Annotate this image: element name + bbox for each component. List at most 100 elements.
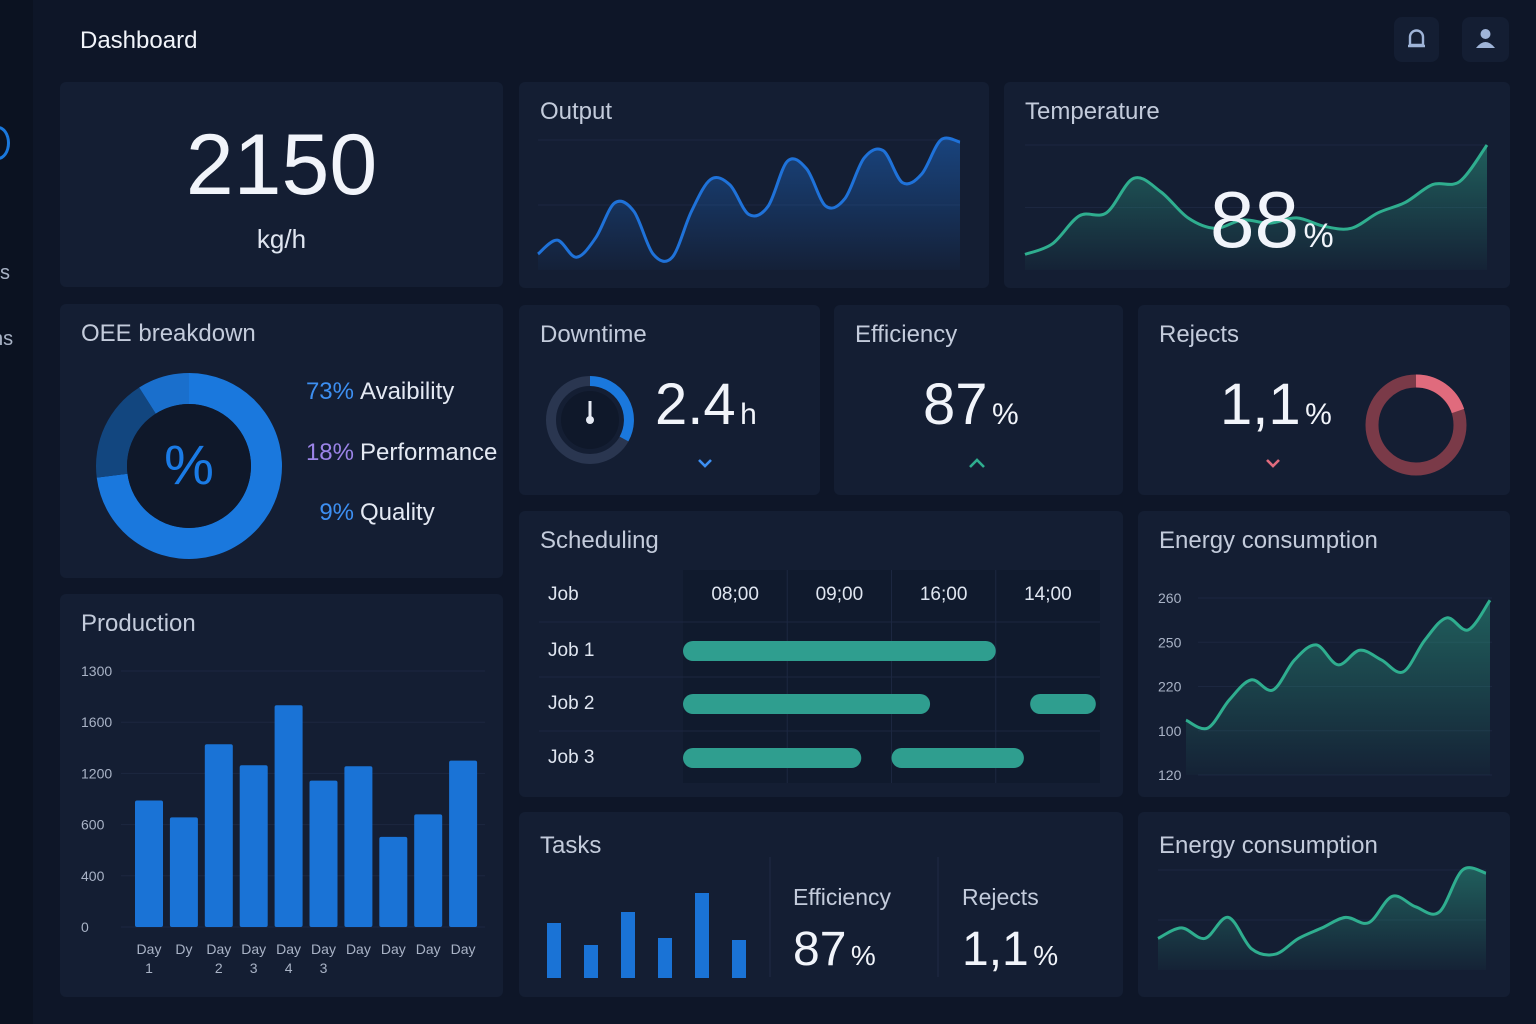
y-tick-label: 120 [1158, 767, 1182, 783]
column-header: 09;00 [815, 584, 864, 605]
row-label: Job 1 [548, 640, 595, 661]
oee-center: % [164, 433, 214, 496]
oee-donut [96, 373, 282, 559]
page-title: Dashboard [80, 27, 198, 54]
area [1158, 867, 1486, 970]
y-tick-label: 220 [1158, 679, 1182, 695]
y-tick-label: 1600 [81, 714, 112, 730]
output-card: Output [519, 82, 989, 288]
row-label: Job 3 [548, 747, 595, 768]
legend-value: 18% [305, 438, 354, 466]
donut-segment [96, 387, 156, 478]
line [1024, 144, 1489, 256]
column-header: 14;00 [1024, 584, 1072, 605]
schedule-bar [683, 748, 862, 768]
efficiency-value: 87 [923, 372, 988, 437]
profile-button[interactable] [1462, 17, 1509, 62]
y-tick-label: 400 [81, 868, 105, 884]
rejects-unit: % [1305, 398, 1332, 431]
card-title: Downtime [540, 321, 647, 348]
temperature-readout: 88 % [1210, 174, 1334, 266]
oee-card: OEE breakdown % 73% Avaibility 18% Performa… [60, 304, 503, 578]
production-chart: 0 400 600 1200 1600 1300 [81, 663, 485, 935]
bar [169, 817, 198, 927]
downtime-gauge [546, 376, 712, 468]
stat-value: 1,1 [962, 923, 1029, 976]
sidebar-label[interactable]: s [0, 262, 10, 284]
bar [449, 760, 478, 927]
sidebar: s ns [0, 0, 33, 1024]
stat-label: Efficiency [793, 884, 892, 910]
bar [239, 765, 268, 927]
column-header: Job [548, 584, 579, 605]
x-tick-label: Day 1 [136, 941, 162, 976]
bar [344, 766, 373, 927]
donut-segment [96, 373, 282, 559]
bar [695, 893, 709, 978]
downtime-readout: 2.4 h [655, 371, 757, 438]
efficiency-card: Efficiency 87 % [834, 305, 1123, 495]
line [537, 136, 961, 263]
bar [204, 744, 233, 927]
column-header: 08;00 [711, 584, 759, 605]
sidebar-label[interactable]: ns [0, 328, 14, 350]
row-label: Job 2 [548, 693, 595, 714]
area [1186, 600, 1490, 775]
energy-chart: 120 100 220 250 260 [1158, 590, 1492, 783]
stat-readout: 1,1 % [962, 922, 1058, 977]
legend-value: 73% [305, 378, 354, 405]
throughput-unit: kg/h [256, 224, 307, 254]
bar [379, 836, 408, 927]
column-header: 16;00 [919, 584, 968, 605]
stat-unit: % [850, 940, 876, 971]
bar [621, 912, 635, 978]
temperature-unit: % [1303, 217, 1334, 255]
trend-up [969, 458, 985, 468]
card-title: Rejects [1159, 321, 1240, 348]
legend-label: Avaibility [360, 378, 455, 405]
temperature-card: Temperature 88 % [1004, 82, 1510, 288]
bar [414, 814, 443, 927]
line [1157, 866, 1487, 957]
user-icon [1476, 29, 1495, 48]
legend-label: Quality [360, 499, 435, 526]
temperature-chart [1024, 144, 1489, 270]
energy-card: Energy consumption 120 100 220 250 260 [1138, 511, 1510, 797]
y-tick-label: 1300 [81, 663, 112, 679]
x-tick-label: Day [380, 941, 406, 957]
energy-chart [1157, 866, 1487, 970]
y-tick-label: 100 [1158, 723, 1182, 739]
x-tick-label: Day 3 [311, 941, 336, 976]
downtime-value: 2.4 [655, 372, 736, 437]
y-tick-label: 600 [81, 817, 105, 833]
notifications-button[interactable] [1394, 17, 1439, 62]
bell-icon [1408, 29, 1425, 48]
schedule-grid [539, 570, 1100, 783]
card-title: Production [81, 610, 196, 637]
energy-card: Energy consumption [1138, 812, 1510, 997]
downtime-unit: h [740, 398, 757, 431]
stat-label: Rejects [962, 884, 1039, 910]
rejects-value: 1,1 [1220, 372, 1301, 437]
output-chart [537, 136, 961, 270]
y-tick-label: 260 [1158, 590, 1182, 606]
schedule-bar [1030, 694, 1096, 714]
schedule-bar [683, 641, 996, 661]
stat-unit: % [1033, 940, 1059, 971]
stat-value: 87 [793, 923, 847, 976]
sidebar-active [0, 126, 10, 160]
card-title: Efficiency [855, 321, 958, 348]
card-title: Energy consumption [1159, 527, 1378, 554]
stat-readout: 87 % [793, 922, 876, 977]
y-tick-label: 0 [81, 919, 89, 935]
bar [135, 800, 163, 927]
card-title: Output [540, 98, 613, 125]
bar [547, 923, 561, 978]
scheduling-card: Scheduling Job 08;00 09;00 16;00 14;00 Job 1 J… [519, 511, 1123, 797]
x-tick-label: Day [415, 941, 441, 957]
card-title: Temperature [1025, 98, 1160, 125]
tasks-chart [547, 857, 939, 978]
downtime-card: Downtime 2.4 h [519, 305, 820, 495]
line [1185, 599, 1492, 731]
